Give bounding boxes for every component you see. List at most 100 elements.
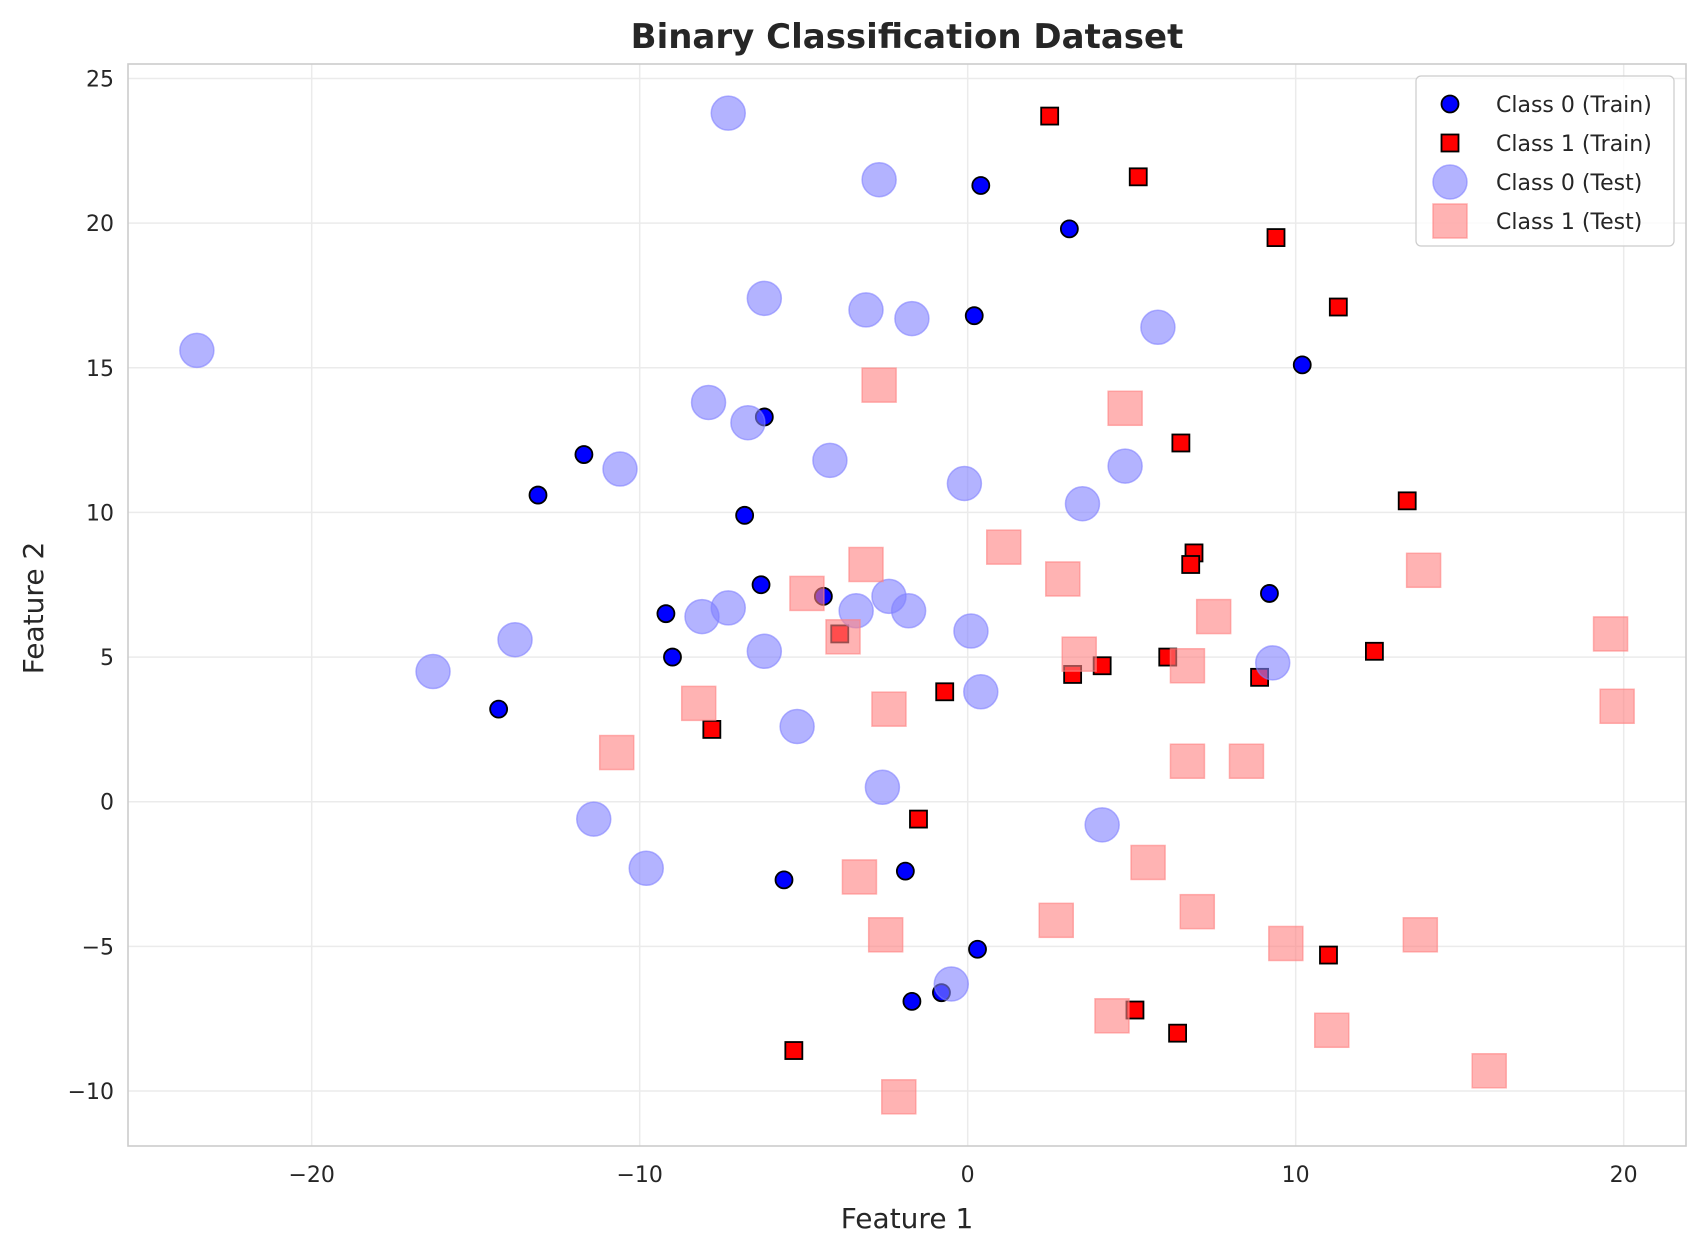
- class0-test-point: [746, 280, 783, 317]
- class1-test-point: [1471, 1053, 1507, 1089]
- class1-test-series: [598, 367, 1635, 1115]
- class1-train-point: [1168, 1023, 1187, 1043]
- class1-test-point: [1169, 743, 1206, 779]
- class0-test-point: [848, 292, 884, 328]
- class1-test-point: [789, 575, 825, 612]
- class1-test-point: [1107, 390, 1143, 427]
- class1-test-point: [1179, 893, 1216, 930]
- x-tick-label: 20: [1610, 1163, 1638, 1188]
- class1-train-point: [935, 682, 955, 702]
- class1-test-point: [680, 685, 717, 722]
- class1-test-point: [1314, 1012, 1350, 1049]
- class0-test-point: [602, 451, 638, 487]
- y-tick-label: 15: [86, 357, 114, 382]
- class1-train-legend-label: Class 1 (Train): [1496, 132, 1652, 157]
- class0-test-point: [1107, 448, 1143, 484]
- class0-test-point: [1064, 485, 1101, 522]
- class1-test-legend-marker: [1432, 203, 1468, 239]
- class0-test-point: [861, 161, 897, 198]
- class1-train-point: [1397, 491, 1417, 511]
- class1-test-point: [871, 691, 907, 727]
- class1-test-point: [1045, 561, 1081, 597]
- class1-test-point: [598, 734, 635, 771]
- class0-test-point: [779, 708, 815, 745]
- class0-test-point: [890, 593, 927, 629]
- class1-train-point: [1181, 555, 1201, 574]
- class1-train-point: [1128, 167, 1148, 187]
- class1-train-series: [702, 106, 1417, 1060]
- x-tick-label: −10: [616, 1163, 662, 1188]
- class1-train-point: [1319, 945, 1338, 965]
- data-points: [179, 95, 1635, 1115]
- class0-test-point: [628, 850, 664, 887]
- class0-train-point: [528, 485, 548, 505]
- class1-test-point: [825, 619, 861, 655]
- class1-test-point: [1195, 598, 1232, 635]
- class0-test-point: [730, 404, 766, 441]
- class0-test-point: [1084, 807, 1120, 843]
- class0-test-point: [497, 621, 533, 658]
- class1-test-point: [1169, 648, 1206, 684]
- grid: [128, 64, 1686, 1146]
- class1-train-point: [909, 809, 928, 829]
- class0-train-point: [1059, 219, 1079, 239]
- class1-test-legend-label: Class 1 (Test): [1496, 210, 1642, 235]
- class1-test-point: [1094, 998, 1130, 1034]
- class1-test-point: [1599, 688, 1635, 725]
- class0-train-point: [735, 505, 755, 525]
- class1-test-point: [1402, 917, 1439, 953]
- class0-train-point: [964, 306, 984, 326]
- x-tick-label: 10: [1282, 1163, 1310, 1188]
- x-tick-label: 0: [961, 1163, 975, 1188]
- x-tick-label: −20: [288, 1163, 334, 1188]
- y-tick-label: −10: [68, 1080, 114, 1105]
- tick-labels: −20 −10 0 10 20 −10 −5 0 5 10 15 20 25: [68, 67, 1638, 1188]
- legend: Class 0 (Train) Class 1 (Train) Class 0 (T…: [1415, 75, 1675, 247]
- class1-train-legend-marker: [1440, 133, 1460, 153]
- x-axis-label: Feature 1: [841, 1202, 974, 1235]
- y-tick-label: 20: [86, 212, 114, 237]
- class0-test-point: [864, 769, 901, 806]
- plot-frame: [127, 63, 1687, 1147]
- class0-test-point: [933, 966, 970, 1002]
- class0-train-point: [774, 870, 794, 890]
- class1-train-point: [784, 1041, 804, 1060]
- y-tick-label: 25: [86, 67, 114, 92]
- class0-test-point: [179, 332, 215, 369]
- class0-test-point: [415, 653, 451, 690]
- class1-test-point: [841, 859, 878, 895]
- class0-train-point: [1292, 355, 1312, 375]
- class0-test-point: [946, 465, 983, 502]
- class1-train-point: [1365, 641, 1384, 661]
- class1-train-point: [702, 720, 722, 739]
- class1-test-point: [1405, 552, 1442, 589]
- class1-train-point: [1328, 297, 1348, 317]
- class0-test-series: [179, 95, 1291, 1002]
- y-tick-label: 10: [86, 501, 114, 526]
- y-tick-label: −5: [82, 935, 114, 960]
- class1-test-point: [1592, 616, 1629, 652]
- class0-train-legend-label: Class 0 (Train): [1496, 93, 1652, 118]
- class1-test-point: [1268, 925, 1304, 962]
- class0-test-point: [710, 95, 746, 131]
- class0-train-point: [968, 939, 987, 959]
- class0-train-point: [895, 861, 915, 881]
- y-tick-label: 0: [100, 791, 114, 816]
- class1-test-point: [1061, 636, 1097, 672]
- chart-title: Binary Classification Dataset: [631, 17, 1184, 57]
- class0-train-legend-marker: [1440, 94, 1460, 114]
- class1-test-point: [1228, 743, 1265, 779]
- class0-test-legend-label: Class 0 (Test): [1496, 171, 1642, 196]
- class1-test-point: [1038, 902, 1074, 939]
- legend-box: [1415, 75, 1675, 247]
- class0-test-point: [894, 300, 930, 337]
- class0-test-point: [963, 674, 999, 710]
- class1-test-point: [861, 367, 897, 403]
- class0-train-point: [1260, 584, 1279, 603]
- class0-train-point: [574, 445, 594, 464]
- y-axis-label: Feature 2: [17, 542, 50, 675]
- class0-train-point: [656, 604, 676, 624]
- class0-test-point: [746, 633, 783, 670]
- class0-train-point: [489, 699, 509, 719]
